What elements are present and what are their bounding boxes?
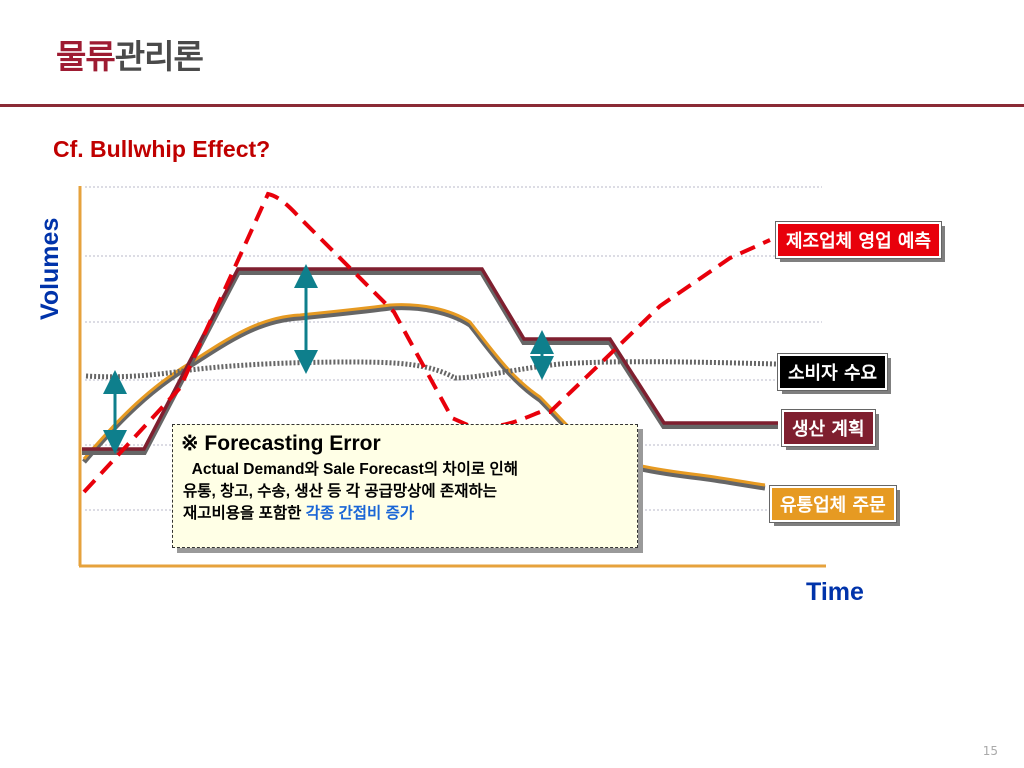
page-number: 15: [982, 744, 998, 758]
forecast-line: [82, 191, 771, 494]
x-axis-label: Time: [806, 578, 864, 606]
callout-heading: ※ Forecasting Error: [181, 432, 381, 455]
callout-line-3: 재고비용을 포함한 각종 간접비 증가: [183, 505, 415, 522]
page-title: 물류관리론: [56, 37, 204, 76]
title-divider: [0, 104, 1024, 107]
callout-line-1: Actual Demand와 Sale Forecast의 차이로 인해: [191, 461, 519, 478]
legend-forecast: 제조업체 영업 예측: [774, 221, 943, 259]
distributor-order-line: [82, 303, 766, 487]
consumer-demand-line: [85, 359, 777, 381]
callout-body: Actual Demand와 Sale Forecast의 차이로 인해 유통,…: [181, 459, 629, 525]
callout-highlight: 각종 간접비 증가: [305, 505, 415, 522]
forecasting-error-callout: ※ Forecasting Error Actual Demand와 Sale …: [172, 424, 638, 548]
slide-subtitle: Cf. Bullwhip Effect?: [53, 136, 271, 162]
y-axis-label: Volumes: [36, 217, 64, 320]
legend-production-plan: 생산 계획: [781, 409, 876, 447]
production-plan-line: [82, 267, 778, 451]
distributor-order-line-shadow: [82, 305, 766, 491]
legend-distributor-order: 유통업체 주문: [769, 485, 897, 523]
legend-consumer-demand: 소비자 수요: [776, 353, 889, 391]
callout-line-2: 유통, 창고, 수송, 생산 등 각 공급망상에 존재하는: [183, 483, 498, 500]
